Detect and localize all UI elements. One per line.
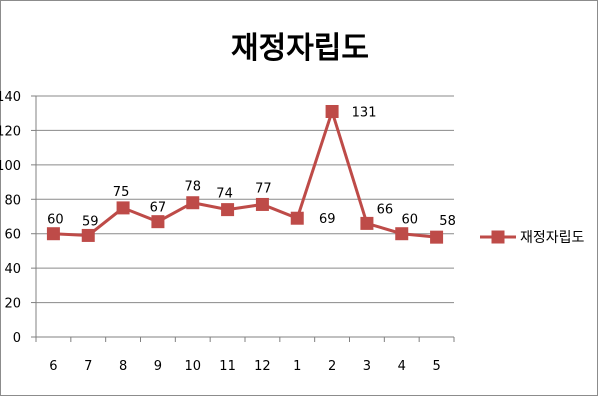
y-tick-label: 120 bbox=[0, 124, 21, 139]
data-label: 77 bbox=[255, 181, 272, 196]
data-point bbox=[151, 215, 165, 229]
y-tick-label: 60 bbox=[4, 228, 21, 243]
data-label: 58 bbox=[439, 214, 456, 229]
x-tick-label: 4 bbox=[398, 359, 406, 374]
x-tick-labels: 6 7 8 9 10 11 12 1 2 3 4 5 bbox=[49, 359, 440, 374]
data-label: 60 bbox=[401, 213, 418, 228]
y-tick-label: 100 bbox=[0, 159, 21, 174]
legend: 재정자립도 bbox=[480, 230, 585, 246]
y-tick-label: 40 bbox=[4, 262, 21, 277]
data-point bbox=[430, 230, 444, 244]
data-label: 78 bbox=[184, 180, 201, 195]
data-point bbox=[395, 227, 409, 241]
x-tick-label: 12 bbox=[254, 359, 271, 374]
data-label: 69 bbox=[319, 212, 336, 227]
data-point bbox=[81, 228, 95, 242]
series-layer: 60 59 75 67 78 74 77 69 131 66 60 58 bbox=[46, 104, 456, 244]
x-tick-label: 9 bbox=[154, 359, 162, 374]
chart-title: 재정자립도 bbox=[231, 31, 369, 66]
y-tick-label: 140 bbox=[0, 90, 21, 105]
x-tick-label: 6 bbox=[49, 359, 57, 374]
y-tick-labels: 0 20 40 60 80 100 120 140 bbox=[0, 90, 21, 346]
x-tick-label: 10 bbox=[184, 359, 201, 374]
data-label: 66 bbox=[377, 202, 394, 217]
x-tick-label: 5 bbox=[432, 359, 440, 374]
y-tick-label: 0 bbox=[13, 331, 21, 346]
x-tick-label: 1 bbox=[293, 359, 301, 374]
x-tick-label: 11 bbox=[219, 359, 236, 374]
data-label: 67 bbox=[150, 201, 167, 216]
data-point bbox=[360, 216, 374, 230]
data-label: 59 bbox=[82, 214, 99, 229]
x-tick-label: 7 bbox=[84, 359, 92, 374]
gridlines bbox=[36, 95, 454, 304]
data-point bbox=[186, 196, 200, 210]
data-label: 74 bbox=[216, 187, 233, 202]
data-point bbox=[221, 203, 235, 217]
y-tick-label: 80 bbox=[4, 193, 21, 208]
data-point bbox=[46, 227, 60, 241]
x-tick-label: 8 bbox=[119, 359, 127, 374]
data-point bbox=[255, 197, 269, 211]
x-tick-label: 3 bbox=[363, 359, 371, 374]
data-point bbox=[325, 104, 339, 118]
x-tick-label: 2 bbox=[328, 359, 336, 374]
y-tick-label: 20 bbox=[4, 297, 21, 312]
data-label: 75 bbox=[113, 185, 130, 200]
data-label: 60 bbox=[47, 213, 64, 228]
axes bbox=[31, 95, 455, 342]
data-label: 131 bbox=[352, 105, 377, 120]
legend-entry: 재정자립도 bbox=[520, 230, 585, 246]
data-point bbox=[116, 201, 130, 215]
legend-marker bbox=[491, 230, 505, 244]
data-point bbox=[290, 211, 304, 225]
